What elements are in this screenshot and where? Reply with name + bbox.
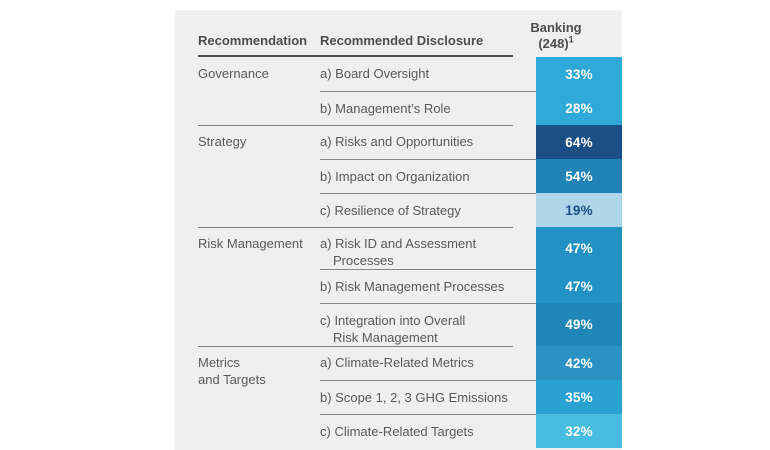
disclosure-label-line: a) Board Oversight bbox=[320, 66, 430, 81]
disclosure-label: b) Impact on Organization bbox=[320, 159, 536, 193]
group-label: Strategy bbox=[198, 125, 320, 227]
percentage-cell: 32% bbox=[536, 414, 622, 448]
percentage-cell: 42% bbox=[536, 346, 622, 380]
group-label-line: Metrics bbox=[198, 355, 240, 370]
banking-sample-count: (248) bbox=[538, 36, 569, 51]
disclosure-label: a) Risk ID and Assessment Processes bbox=[320, 227, 536, 269]
disclosure-label: c) Integration into Overall Risk Manageme… bbox=[320, 303, 536, 346]
disclosure-label-line: c) Integration into Overall bbox=[320, 313, 466, 328]
disclosure-label: a) Board Oversight bbox=[320, 57, 536, 91]
disclosure-label: a) Risks and Opportunities bbox=[320, 125, 536, 159]
table-header-row: Recommendation Recommended Disclosure Ba… bbox=[198, 10, 622, 57]
column-header-recommendation: Recommendation bbox=[198, 33, 308, 48]
banking-header-line2: (248)1 bbox=[538, 34, 574, 52]
footnote-marker: 1 bbox=[568, 34, 574, 45]
table-header-left: Recommendation Recommended Disclosure bbox=[198, 10, 513, 57]
disclosure-label-line: b) Scope 1, 2, 3 GHG Emissions bbox=[320, 390, 508, 405]
group-rows: a) Climate-Related Metrics 42% b) Scope 1,… bbox=[320, 346, 622, 448]
percentage-cell: 47% bbox=[536, 269, 622, 303]
table-group: Governance a) Board Oversight 33% b) Manage… bbox=[198, 57, 622, 125]
disclosure-label: b) Risk Management Processes bbox=[320, 269, 536, 303]
table-row: a) Climate-Related Metrics 42% bbox=[320, 346, 622, 380]
disclosure-label-line: Risk Management bbox=[333, 330, 438, 345]
group-rows: a) Board Oversight 33% b) Management’s Rol… bbox=[320, 57, 622, 125]
percentage-cell: 28% bbox=[536, 91, 622, 125]
table-group: Risk Management a) Risk ID and Assessment… bbox=[198, 227, 622, 346]
table-row: a) Risks and Opportunities 64% bbox=[320, 125, 622, 159]
disclosure-label-line: a) Risks and Opportunities bbox=[320, 134, 474, 149]
table-row: a) Board Oversight 33% bbox=[320, 57, 622, 91]
percentage-cell: 35% bbox=[536, 380, 622, 414]
group-label-line: and Targets bbox=[198, 372, 266, 387]
disclosure-label-line: b) Risk Management Processes bbox=[320, 279, 505, 294]
disclosure-label-line: a) Climate-Related Metrics bbox=[320, 355, 474, 370]
table-group: Strategy a) Risks and Opportunities 64% b) … bbox=[198, 125, 622, 227]
disclosure-label: a) Climate-Related Metrics bbox=[320, 346, 536, 380]
disclosure-label: b) Management’s Role bbox=[320, 91, 536, 125]
group-label: Risk Management bbox=[198, 227, 320, 346]
disclosure-label-line: a) Risk ID and Assessment bbox=[320, 236, 477, 251]
group-label-line: Strategy bbox=[198, 134, 247, 149]
disclosure-label-line: Processes bbox=[333, 253, 394, 268]
table-row: c) Climate-Related Targets 32% bbox=[320, 414, 622, 448]
table-group: Metrics and Targets a) Climate-Related Met… bbox=[198, 346, 622, 448]
disclosure-label: b) Scope 1, 2, 3 GHG Emissions bbox=[320, 380, 536, 414]
disclosure-label: c) Climate-Related Targets bbox=[320, 414, 536, 448]
disclosure-label: c) Resilience of Strategy bbox=[320, 193, 536, 227]
percentage-cell: 47% bbox=[536, 227, 622, 269]
table-row: a) Risk ID and Assessment Processes 47% bbox=[320, 227, 622, 269]
tcfd-disclosure-table: Recommendation Recommended Disclosure Ba… bbox=[175, 10, 622, 450]
disclosure-label-line: c) Resilience of Strategy bbox=[320, 203, 461, 218]
percentage-cell: 33% bbox=[536, 57, 622, 91]
percentage-cell: 19% bbox=[536, 193, 622, 227]
group-rows: a) Risk ID and Assessment Processes 47% b) … bbox=[320, 227, 622, 346]
disclosure-label-line: c) Climate-Related Targets bbox=[320, 424, 474, 439]
percentage-cell: 49% bbox=[536, 303, 622, 346]
percentage-cell: 64% bbox=[536, 125, 622, 159]
table-row: c) Resilience of Strategy 19% bbox=[320, 193, 622, 227]
group-label-line: Risk Management bbox=[198, 236, 303, 251]
column-header-banking: Banking (248)1 bbox=[513, 10, 599, 57]
banking-header-line1: Banking bbox=[530, 20, 582, 35]
group-label: Governance bbox=[198, 57, 320, 125]
table-row: b) Scope 1, 2, 3 GHG Emissions 35% bbox=[320, 380, 622, 414]
disclosure-label-line: b) Management’s Role bbox=[320, 101, 451, 116]
table-row: c) Integration into Overall Risk Manageme… bbox=[320, 303, 622, 346]
group-label-line: Governance bbox=[198, 66, 269, 81]
table-row: b) Impact on Organization 54% bbox=[320, 159, 622, 193]
table-body: Governance a) Board Oversight 33% b) Manage… bbox=[198, 57, 622, 448]
table-row: b) Management’s Role 28% bbox=[320, 91, 622, 125]
percentage-cell: 54% bbox=[536, 159, 622, 193]
group-rows: a) Risks and Opportunities 64% b) Impact o… bbox=[320, 125, 622, 227]
disclosure-label-line: b) Impact on Organization bbox=[320, 169, 470, 184]
table-row: b) Risk Management Processes 47% bbox=[320, 269, 622, 303]
column-header-disclosure: Recommended Disclosure bbox=[320, 33, 484, 48]
group-label: Metrics and Targets bbox=[198, 346, 320, 448]
